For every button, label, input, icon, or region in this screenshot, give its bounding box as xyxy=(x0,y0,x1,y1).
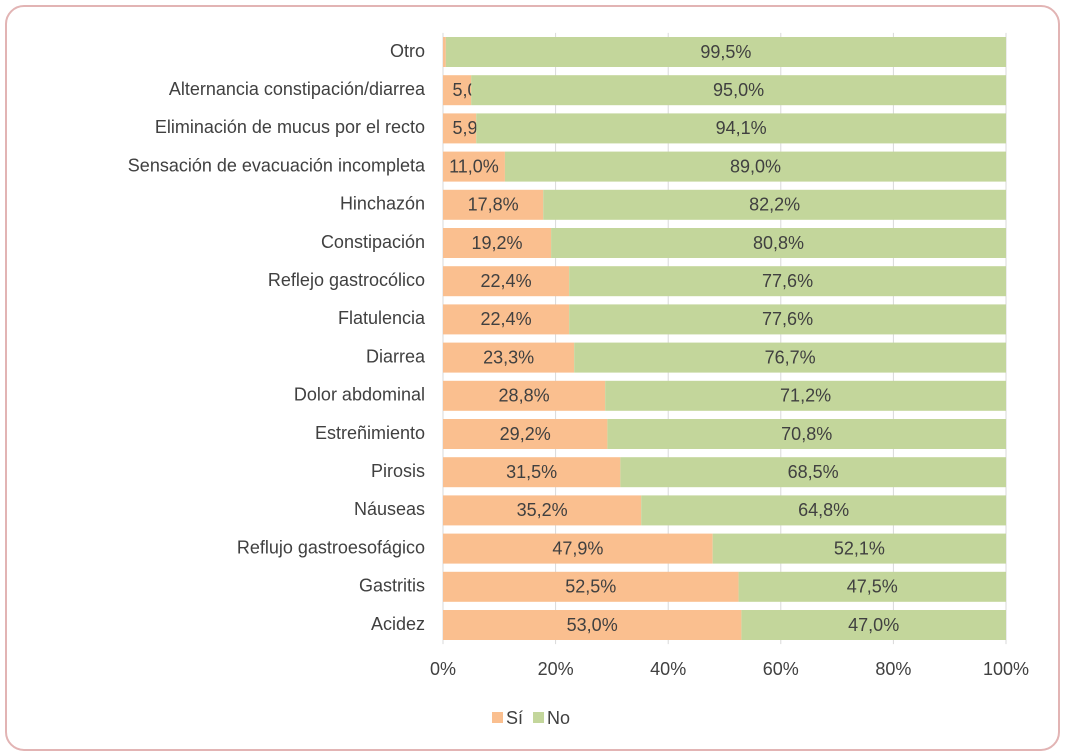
data-label: 47,0% xyxy=(848,615,899,635)
bar-segment xyxy=(741,610,1006,640)
data-label: 22,4% xyxy=(481,309,532,329)
data-label: 89,0% xyxy=(730,156,781,176)
bar-segment xyxy=(551,228,1006,258)
bar-segment xyxy=(443,457,621,488)
y-tick-label: Alternancia constipación/diarrea xyxy=(169,79,426,99)
legend-swatch xyxy=(533,712,545,723)
x-tick-label: 40% xyxy=(650,659,686,679)
y-tick-label: Flatulencia xyxy=(338,308,426,328)
legend-label: No xyxy=(547,708,570,728)
bar-segment xyxy=(641,495,1006,526)
data-label: 68,5% xyxy=(788,462,839,482)
bar-segment xyxy=(443,380,606,411)
bar-segment xyxy=(443,75,472,106)
x-tick-label: 100% xyxy=(983,659,1029,679)
data-label: 95,0% xyxy=(713,80,764,100)
bar-segment xyxy=(443,342,575,373)
data-label: 80,8% xyxy=(753,233,804,253)
y-tick-label: Sensación de evacuación incompleta xyxy=(128,155,426,175)
bar-segment xyxy=(605,380,1006,411)
x-tick-label: 80% xyxy=(875,659,911,679)
data-label: 76,7% xyxy=(765,347,816,367)
bar-segment xyxy=(443,610,742,640)
y-tick-label: Diarrea xyxy=(366,346,426,366)
bar-segment xyxy=(443,304,570,335)
data-label: 52,5% xyxy=(565,577,616,597)
y-tick-label: Reflejo gastrocólico xyxy=(268,270,425,290)
data-label: 82,2% xyxy=(749,195,800,215)
y-tick-label: Hinchazón xyxy=(340,194,425,214)
bar-segment xyxy=(443,266,570,297)
data-label: 70,8% xyxy=(781,424,832,444)
bar-segment xyxy=(445,37,1006,67)
bar-segment xyxy=(476,113,1006,144)
data-label: 23,3% xyxy=(483,347,534,367)
y-tick-label: Dolor abdominal xyxy=(294,385,425,405)
data-label: 19,2% xyxy=(472,233,523,253)
bar-segment xyxy=(443,228,552,258)
bar-segment xyxy=(443,151,505,182)
data-label: 31,5% xyxy=(506,462,557,482)
data-label: 35,2% xyxy=(517,500,568,520)
bar-segment xyxy=(443,571,739,602)
bar-segment xyxy=(443,495,642,526)
y-tick-label: Estreñimiento xyxy=(315,423,425,443)
data-label: 77,6% xyxy=(762,271,813,291)
x-tick-label: 0% xyxy=(430,659,456,679)
data-label: 52,1% xyxy=(834,538,885,558)
legend-swatch xyxy=(492,712,503,723)
bar-segment xyxy=(504,151,1006,182)
data-label: 99,5% xyxy=(700,42,751,62)
y-tick-label: Gastritis xyxy=(359,576,425,596)
y-tick-label: Reflujo gastroesofágico xyxy=(237,537,425,557)
bar-segment xyxy=(738,571,1006,602)
bar-segment xyxy=(443,533,713,564)
bar-segment xyxy=(443,113,477,144)
y-tick-label: Acidez xyxy=(371,614,425,634)
y-tick-label: Otro xyxy=(390,41,425,61)
bar-segment xyxy=(471,75,1006,106)
data-label: 11,0% xyxy=(449,156,499,176)
y-tick-label: Náuseas xyxy=(354,499,425,519)
y-tick-label: Constipación xyxy=(321,232,425,252)
x-tick-label: 60% xyxy=(763,659,799,679)
data-label: 22,4% xyxy=(481,271,532,291)
bar-segment xyxy=(569,266,1006,297)
data-label: 29,2% xyxy=(500,424,551,444)
y-tick-label: Pirosis xyxy=(371,461,425,481)
bar-segment xyxy=(712,533,1006,564)
data-label: 17,8% xyxy=(468,195,519,215)
bar-segment xyxy=(574,342,1006,373)
data-label: 94,1% xyxy=(716,118,767,138)
bar-segment xyxy=(443,419,608,449)
data-label: 47,9% xyxy=(552,538,603,558)
bar-segment xyxy=(443,37,446,67)
data-label: 28,8% xyxy=(499,386,550,406)
data-label: 71,2% xyxy=(780,386,831,406)
y-tick-label: Eliminación de mucus por el recto xyxy=(155,117,425,137)
bar-segment xyxy=(443,189,544,220)
data-label: 47,5% xyxy=(847,577,898,597)
data-label: 64,8% xyxy=(798,500,849,520)
x-tick-label: 20% xyxy=(538,659,574,679)
bar-segment xyxy=(620,457,1006,488)
legend-label: Sí xyxy=(506,708,523,728)
bar-segment xyxy=(607,419,1006,449)
data-label: 53,0% xyxy=(567,615,618,635)
bar-segment xyxy=(543,189,1006,220)
data-label: 77,6% xyxy=(762,309,813,329)
bar-segment xyxy=(569,304,1006,335)
